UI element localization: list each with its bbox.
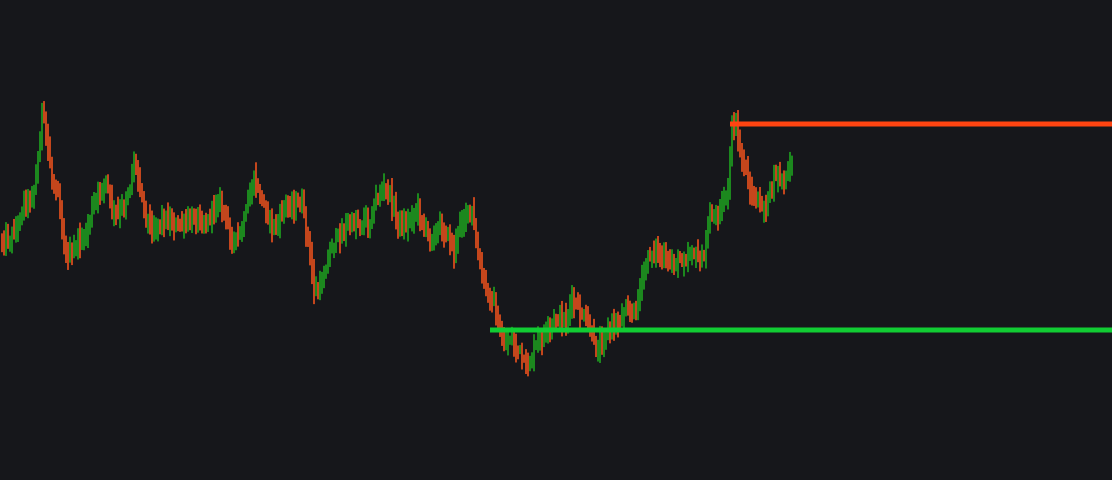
ohlc-bars: [1, 101, 793, 377]
level-lines: [490, 121, 1112, 333]
